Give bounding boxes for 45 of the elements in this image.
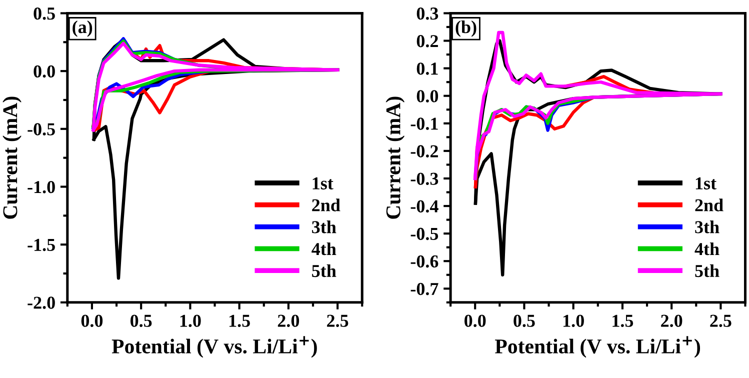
legend-label: 5th: [312, 264, 336, 278]
x-tick-label: 1.0: [180, 314, 201, 327]
y-tick-label: -0.1: [410, 118, 438, 130]
legend-label: 1st: [696, 177, 716, 190]
x-tick-label: 2.5: [327, 314, 348, 327]
y-tick-label: -0.7: [410, 282, 438, 296]
y-tick-label: -2.0: [28, 296, 55, 309]
x-tick-label: 1.0: [564, 314, 584, 327]
x-tick-label: 0.5: [514, 314, 535, 327]
legend-label: 4th: [312, 242, 336, 256]
y-tick-label: -0.3: [410, 172, 438, 185]
x-tick-label: 0.0: [464, 314, 486, 327]
x-tick-label: 2.0: [278, 314, 300, 327]
y-tick-label: -0.6: [410, 255, 438, 268]
x-tick-label: 0.5: [130, 314, 152, 327]
y-axis-title: Current (mA): [2, 96, 22, 219]
legend-label: 4th: [694, 242, 720, 256]
y-tick-label: -1.0: [28, 180, 55, 194]
legend-label: 5th: [695, 264, 720, 278]
x-tick-label: 1.5: [612, 314, 634, 327]
legend-label: 3th: [312, 220, 336, 234]
y-tick-label: -0.4: [410, 200, 438, 213]
annotation: (a): [72, 20, 92, 37]
y-tick-label: -0.5: [410, 228, 438, 240]
x-tick-label: 2.0: [661, 314, 682, 327]
y-tick-label: 0.3: [416, 7, 438, 20]
legend-label: 1st: [312, 177, 334, 190]
legend-label: 3th: [695, 220, 720, 234]
x-tick-label: 0.0: [81, 314, 103, 327]
y-tick-label: 0.5: [34, 7, 55, 20]
x-tick-label: 1.5: [229, 314, 250, 327]
x-axis-title: Potential (V vs. Li/Li$^{+}$): [112, 336, 317, 358]
y-tick-label: 0.0: [34, 65, 55, 78]
legend-label: 2nd: [312, 198, 340, 212]
y-tick-label: 0.1: [416, 62, 438, 75]
annotation: (b): [456, 20, 476, 37]
x-tick-label: 2.5: [710, 314, 732, 327]
x-axis-title: Potential (V vs. Li/Li$^{+}$): [495, 336, 700, 358]
y-tick-label: 0.2: [416, 35, 438, 48]
y-tick-label: -0.2: [410, 145, 438, 158]
y-tick-label: -1.5: [28, 238, 55, 252]
y-tick-label: 0.0: [416, 90, 438, 102]
y-axis-title: Current (mA): [386, 96, 405, 219]
legend-label: 2nd: [695, 198, 724, 212]
y-tick-label: -0.5: [28, 123, 55, 136]
